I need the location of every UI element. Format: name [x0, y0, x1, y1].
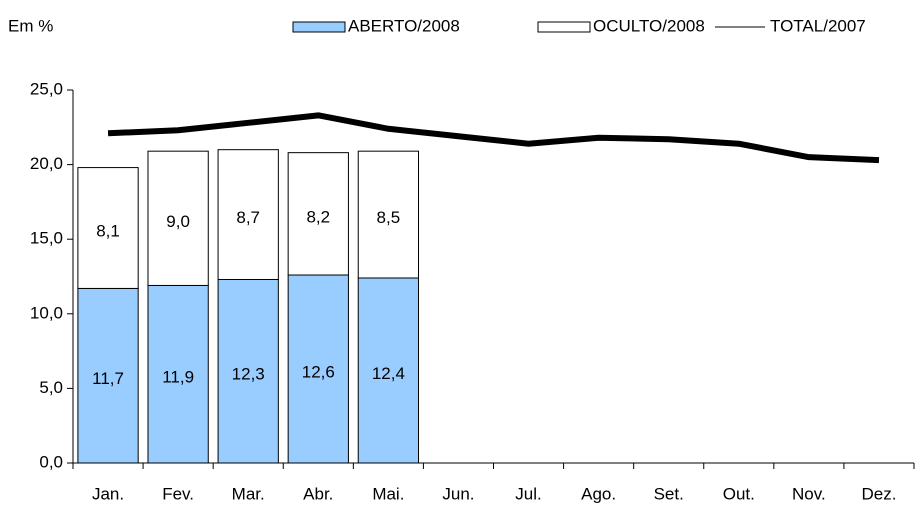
y-tick-label: 20,0	[30, 154, 63, 173]
bar	[77, 167, 139, 289]
value-label: 11,7	[92, 369, 124, 388]
y-tick-label: 0,0	[39, 452, 63, 471]
x-tick-label: Ago.	[581, 484, 616, 503]
legend-label: ABERTO/2008	[348, 16, 460, 35]
bar	[217, 149, 279, 280]
value-label: 8,5	[377, 208, 401, 227]
x-tick-label: Set.	[654, 484, 684, 503]
bar	[77, 287, 139, 464]
line	[107, 112, 880, 164]
bar	[357, 277, 420, 464]
legend-label: OCULTO/2008	[593, 16, 705, 35]
value-label: 12,4	[372, 364, 405, 383]
y-tick-label: 15,0	[30, 229, 63, 248]
bar	[147, 150, 209, 286]
value-label: 8,2	[306, 207, 330, 226]
value-label: 12,6	[302, 362, 335, 381]
x-tick-label: Dez.	[861, 484, 896, 503]
x-tick-label: Jul.	[515, 484, 541, 503]
x-tick-label: Fev.	[162, 484, 194, 503]
value-label: 9,0	[166, 212, 190, 231]
value-label: 8,1	[96, 221, 120, 240]
x-tick-label: Out.	[723, 484, 755, 503]
unit-label: Em %	[8, 16, 53, 35]
x-tick-label: Mar.	[232, 484, 265, 503]
x-tick-label: Jan.	[92, 484, 124, 503]
value-label: 12,3	[232, 365, 265, 384]
value-label: 11,9	[162, 368, 194, 387]
x-tick-label: Mai.	[372, 484, 404, 503]
legend-label: TOTAL/2007	[770, 16, 866, 35]
value-label: 8,7	[236, 208, 260, 227]
bar	[147, 284, 209, 464]
bar	[357, 150, 420, 279]
x-tick-label: Nov.	[792, 484, 826, 503]
y-tick-label: 5,0	[39, 378, 63, 397]
y-tick-label: 10,0	[30, 303, 63, 322]
x-tick-label: Abr.	[303, 484, 333, 503]
bar	[287, 152, 349, 276]
x-tick-label: Jun.	[442, 484, 474, 503]
legend-swatch	[292, 21, 346, 33]
legend-swatch	[537, 21, 591, 33]
y-tick-label: 25,0	[30, 79, 63, 98]
